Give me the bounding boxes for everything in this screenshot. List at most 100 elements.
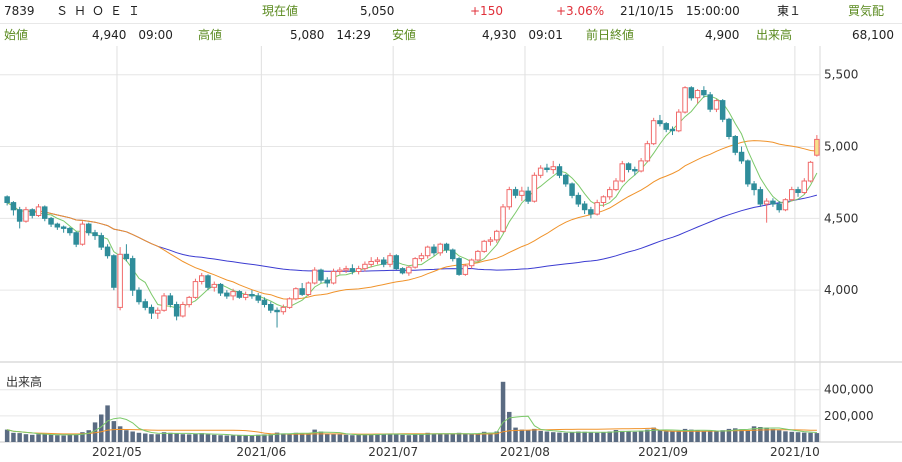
- volume-bar: [193, 433, 198, 442]
- candle-body: [381, 259, 387, 265]
- candle-body: [807, 161, 814, 182]
- volume-bar: [450, 433, 455, 442]
- volume-bar: [538, 430, 543, 442]
- volume-bar: [406, 435, 412, 442]
- candle-body: [688, 87, 695, 99]
- candle-body: [537, 167, 544, 176]
- volume-bar: [657, 430, 663, 442]
- candle-body: [293, 288, 299, 300]
- volume-bar: [387, 433, 393, 442]
- volume-bar: [400, 434, 405, 442]
- candle-body: [4, 196, 10, 204]
- volume-bar: [519, 429, 525, 442]
- volume-bar: [444, 434, 449, 442]
- x-tick-label: 2021/05: [92, 445, 142, 459]
- volume-bar: [337, 434, 343, 442]
- low-value: 4,930 09:01: [482, 28, 563, 42]
- candle-body: [362, 263, 368, 270]
- volume-bar: [569, 432, 575, 442]
- candle-body: [719, 100, 726, 120]
- candle-body: [468, 259, 475, 267]
- volume-bar: [544, 431, 550, 442]
- candle-body: [224, 292, 230, 297]
- candle-body: [255, 295, 261, 301]
- candle-body: [512, 189, 519, 196]
- volume-bar: [701, 431, 707, 442]
- volume-bar-group: [4, 381, 820, 442]
- volume-bar: [243, 435, 248, 442]
- change-percent: +3.06%: [556, 4, 605, 18]
- volume-bar: [186, 434, 192, 442]
- candle-body: [192, 281, 199, 298]
- volume-bar: [155, 434, 160, 442]
- candle-body: [399, 268, 406, 274]
- volume-bar: [676, 430, 681, 442]
- ma5-line-group: [6, 95, 818, 309]
- change-value: +150: [470, 4, 503, 18]
- candlestick-group: [4, 86, 820, 328]
- candle-body: [60, 226, 67, 229]
- candle-body: [29, 209, 35, 216]
- volume-bar: [494, 431, 499, 442]
- volume-bar: [438, 433, 443, 442]
- prev-close-value: 4,900: [705, 28, 740, 42]
- candle-body: [795, 189, 801, 194]
- volume-bar: [268, 434, 273, 442]
- volume-bar: [638, 430, 644, 442]
- candle-body: [104, 246, 111, 257]
- candle-body: [556, 166, 563, 176]
- candle-body: [54, 223, 61, 228]
- volume-tick-label: 400,000: [824, 383, 874, 397]
- stock-chart: 5,500 5,000 4,500 4,000 400,000 200,000 2021/0…: [0, 46, 902, 462]
- volume-value: 68,100: [852, 28, 894, 42]
- volume-bar: [331, 434, 336, 442]
- buy-sell-label[interactable]: 買気配: [848, 4, 885, 18]
- volume-bar: [312, 429, 317, 442]
- candle-body: [280, 306, 287, 313]
- candle-body: [456, 258, 462, 275]
- volume-bar: [11, 432, 16, 442]
- volume-bar: [274, 432, 280, 442]
- volume-bar: [431, 433, 437, 442]
- volume-bar: [293, 432, 299, 442]
- volume-bar: [745, 430, 751, 442]
- volume-bar: [23, 434, 29, 442]
- candle-body: [23, 209, 29, 222]
- candle-body: [406, 266, 412, 274]
- candle-body: [42, 206, 48, 219]
- volume-bar: [808, 432, 813, 442]
- candle-body: [111, 255, 117, 288]
- candle-body: [205, 275, 211, 288]
- volume-bar: [299, 433, 305, 442]
- volume-bar: [168, 432, 173, 442]
- open-value: 4,940 09:00: [92, 28, 173, 42]
- high-value: 5,080 14:29: [290, 28, 371, 42]
- volume-bar: [814, 433, 820, 442]
- candle-body: [506, 189, 512, 208]
- candle-body: [607, 189, 613, 198]
- volume-label: 出来高: [756, 28, 793, 42]
- volume-bar: [174, 433, 179, 442]
- candle-body: [707, 94, 713, 110]
- volume-panel-title: 出来高: [6, 374, 42, 389]
- volume-bar: [475, 433, 481, 442]
- candle-body: [638, 160, 644, 172]
- volume-bar: [733, 428, 738, 442]
- candle-body: [274, 309, 280, 313]
- candle-body: [575, 194, 582, 205]
- volume-bar: [425, 432, 430, 442]
- candle-body: [186, 296, 192, 306]
- volume-bar: [350, 435, 355, 442]
- prev-close-label: 前日終値: [586, 28, 635, 42]
- candle-body: [669, 128, 676, 132]
- volume-bar: [212, 434, 217, 442]
- candle-body: [462, 265, 469, 275]
- candle-body: [355, 268, 362, 273]
- volume-bar: [576, 431, 581, 442]
- volume-bar: [117, 426, 123, 442]
- volume-bar: [111, 421, 117, 442]
- volume-bar: [237, 435, 242, 442]
- candle-body: [770, 200, 776, 205]
- quote-datetime: 21/10/15 15:00:00: [620, 4, 740, 18]
- volume-bar: [795, 432, 801, 442]
